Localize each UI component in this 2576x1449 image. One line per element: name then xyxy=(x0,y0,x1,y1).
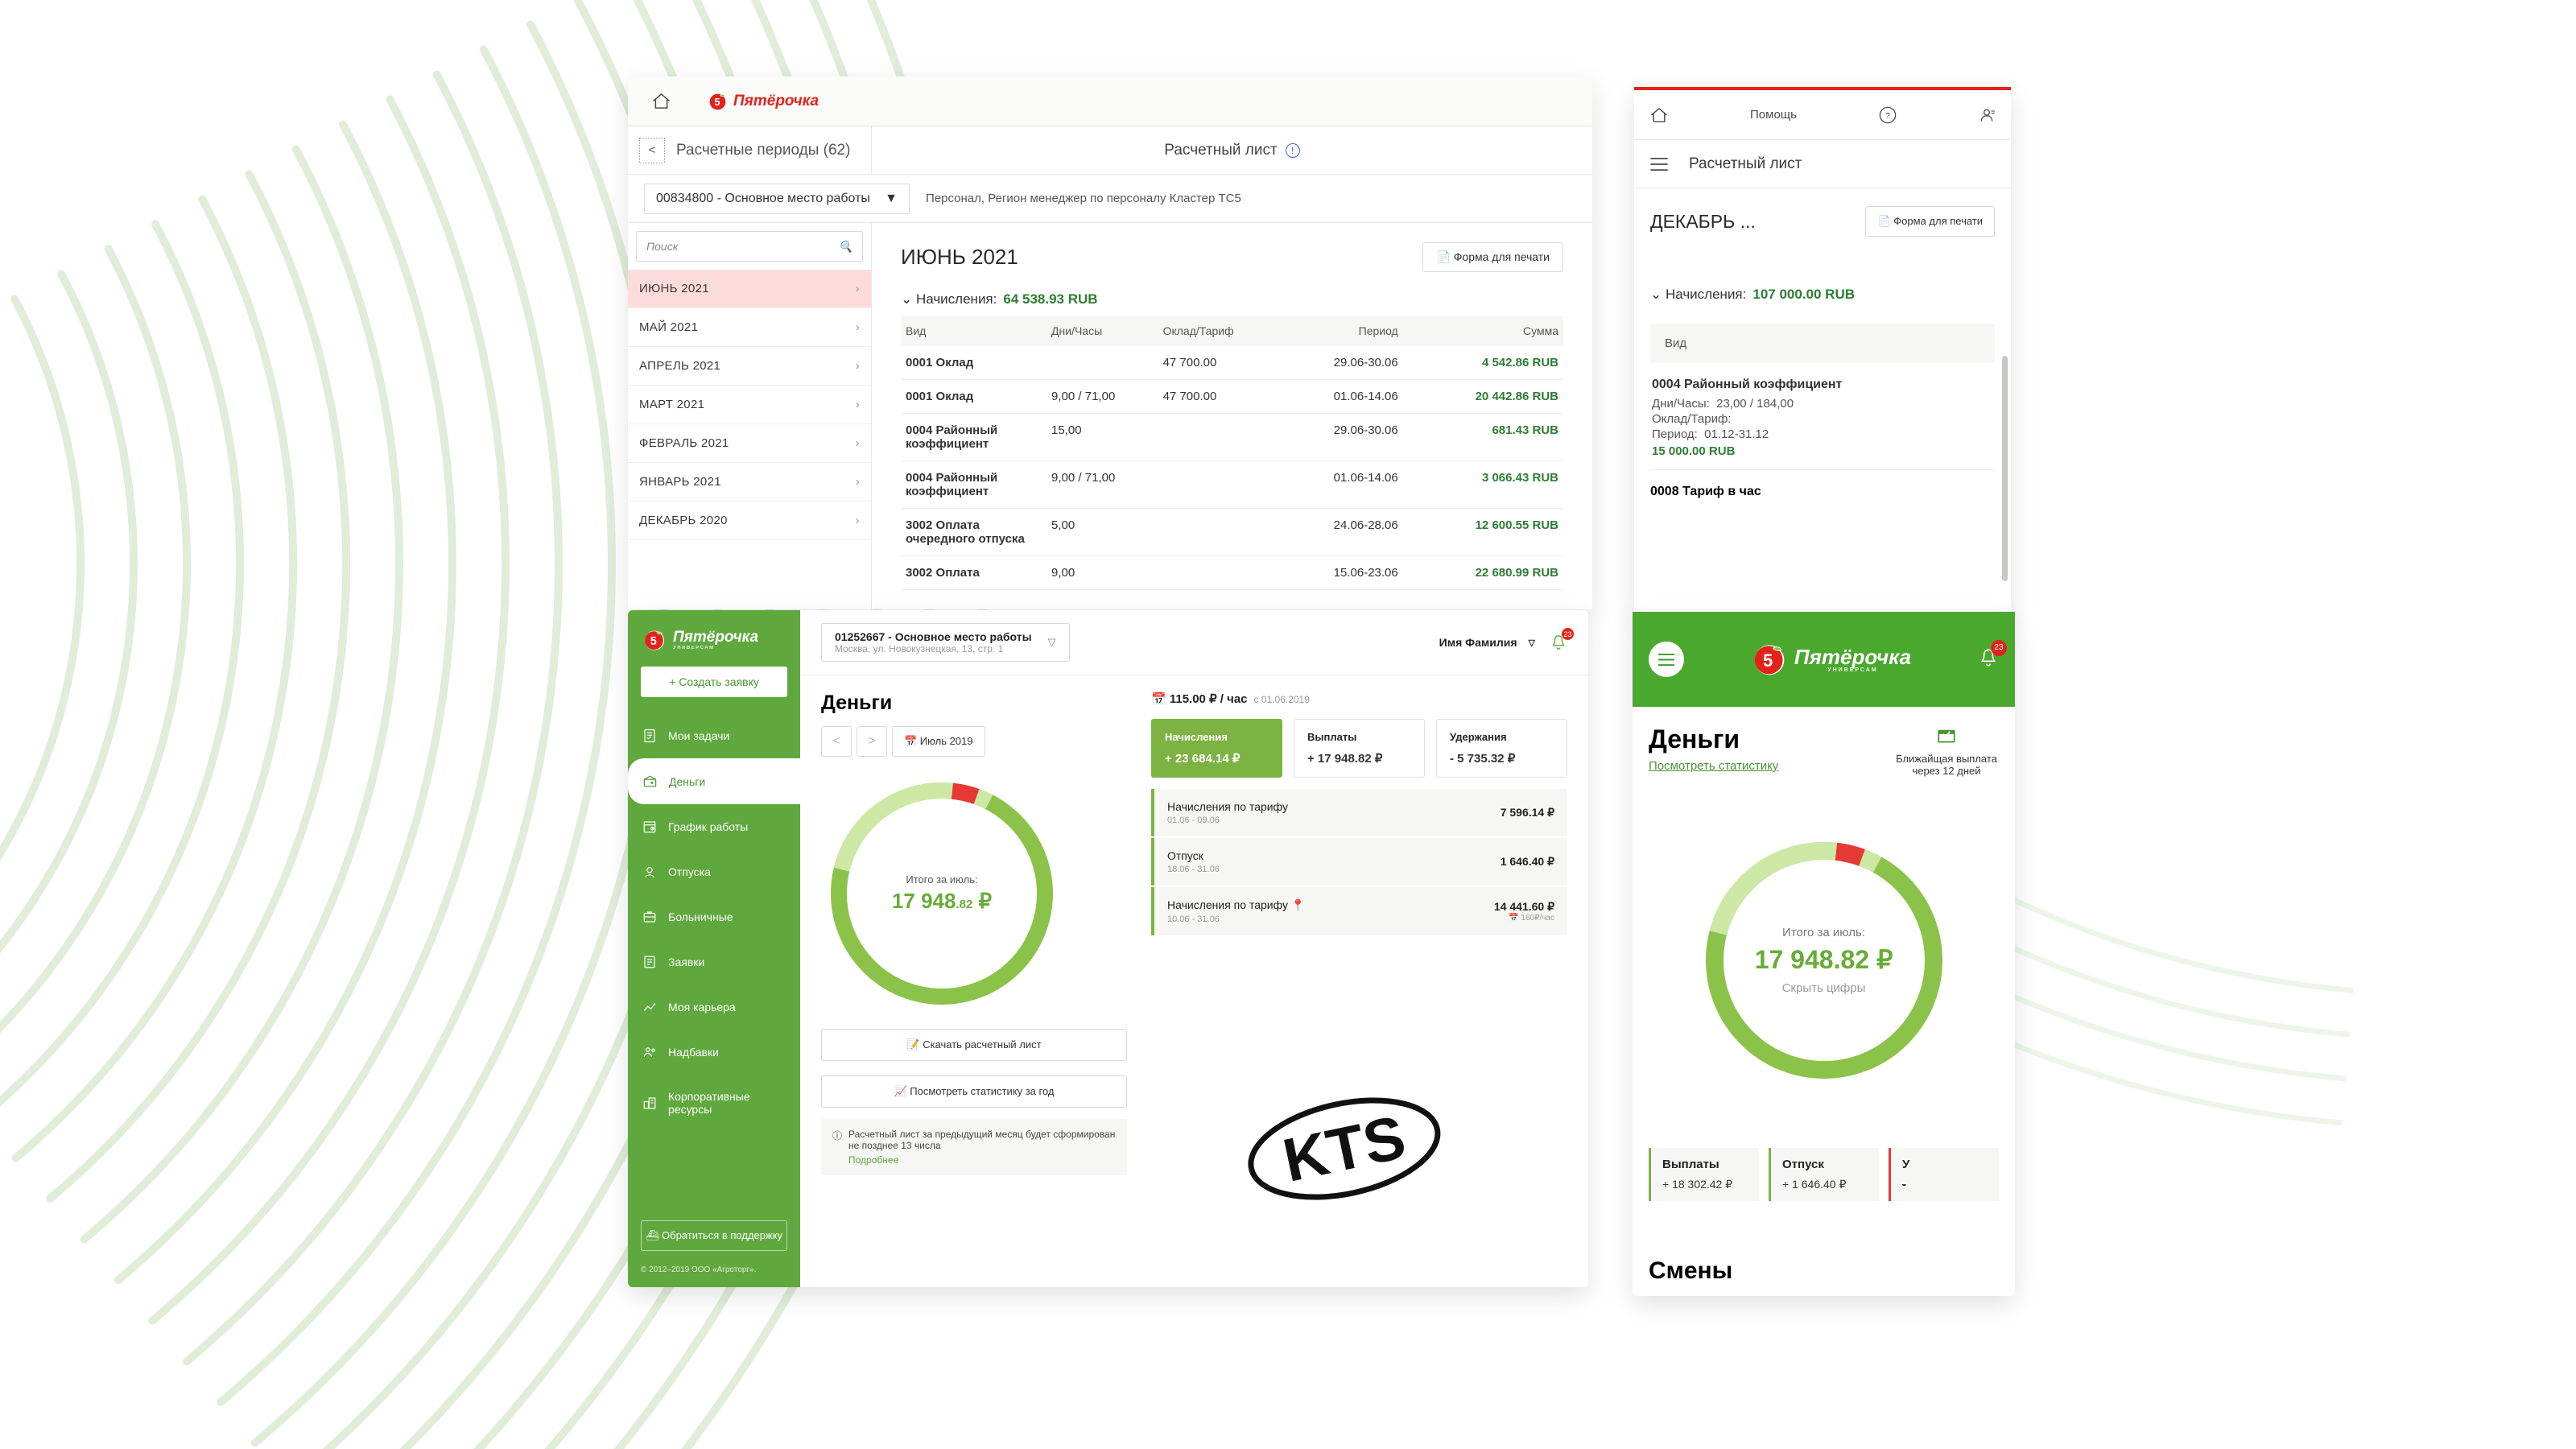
svg-text:5: 5 xyxy=(650,635,657,648)
svg-text:?: ? xyxy=(1885,112,1890,121)
svg-text:5: 5 xyxy=(714,97,720,108)
svg-text:5: 5 xyxy=(1763,650,1773,671)
